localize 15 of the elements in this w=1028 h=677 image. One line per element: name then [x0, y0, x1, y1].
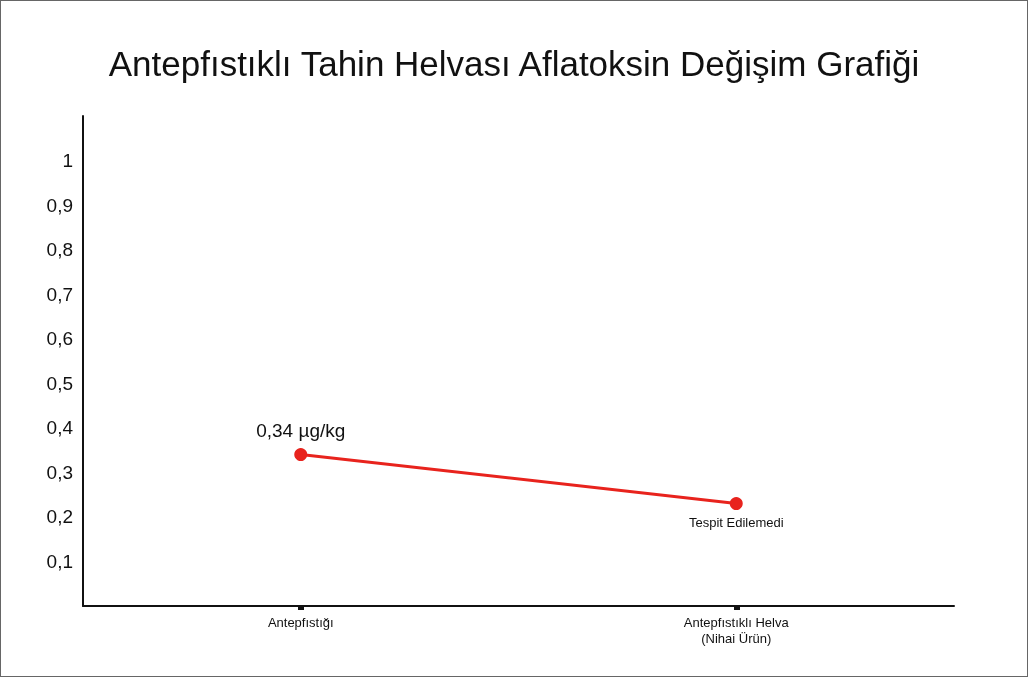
y-tick-label: 0,9: [46, 194, 73, 216]
y-tick-label: 1: [62, 150, 73, 172]
y-tick-label: 0,5: [46, 372, 73, 394]
data-label: Tespit Edilemedi: [688, 515, 784, 531]
y-tick-label: 0,3: [46, 461, 73, 483]
y-tick-label: 0,2: [46, 506, 73, 528]
x-tick-label: Antepfıstığı: [267, 614, 334, 630]
y-tick-label: 0,7: [46, 283, 73, 305]
y-tick-label: 0,6: [46, 328, 73, 350]
y-tick-label: 0,1: [46, 550, 73, 572]
chart-title: Antepfıstıklı Tahin Helvası Aflatoksin Değişim Grafiği: [108, 44, 920, 83]
x-tick-label: Antepfıstıklı Helva (Nihai Ürün): [683, 614, 790, 646]
data-label: 0,34 µg/kg: [256, 420, 346, 442]
y-tick-label: 0,4: [46, 417, 74, 439]
y-tick-label: 0,8: [46, 239, 73, 261]
